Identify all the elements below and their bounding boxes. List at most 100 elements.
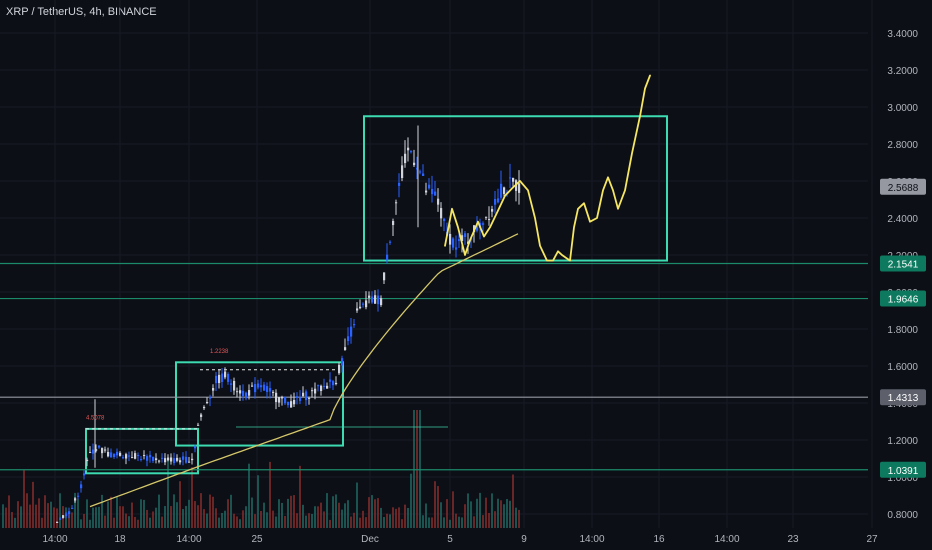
candle-body [389, 241, 392, 243]
candle-body [338, 364, 341, 374]
volume-bar [11, 512, 13, 528]
volume-bar [236, 516, 238, 528]
price-badge [880, 290, 926, 307]
x-tick-label: 14:00 [176, 534, 201, 545]
candle-body [185, 456, 188, 463]
volume-bar [137, 519, 139, 528]
volume-bar [140, 499, 142, 528]
candle-body [140, 458, 143, 460]
volume-bar [392, 507, 394, 528]
candle-body [134, 453, 137, 459]
volume-bar [437, 486, 439, 528]
candle-body [92, 449, 95, 454]
volume-bar [389, 514, 391, 528]
candle-body [245, 392, 248, 399]
candle-body [356, 308, 359, 311]
volume-bar [215, 508, 217, 528]
volume-bar [335, 494, 337, 528]
volume-bar [347, 500, 349, 528]
candle-body [491, 209, 494, 212]
volume-bar [338, 502, 340, 528]
candle-body [395, 202, 398, 204]
candle-body [410, 151, 413, 153]
candle-body [311, 390, 314, 392]
x-tick-label: 9 [521, 534, 527, 545]
volume-bar [365, 517, 367, 528]
candle-body [149, 454, 152, 458]
x-tick-label: 14:00 [42, 534, 67, 545]
volume-bar [29, 504, 31, 528]
volume-bar [17, 501, 19, 528]
candle-body [422, 173, 425, 177]
volume-bar [146, 509, 148, 528]
volume-bar [479, 492, 481, 528]
volume-bar [23, 470, 25, 528]
volume-bar [422, 515, 424, 528]
candle-body [284, 396, 287, 404]
y-tick-label: 1.6000 [887, 362, 918, 373]
volume-bar [128, 516, 130, 528]
candle-body [158, 460, 161, 462]
x-tick-label: 14:00 [714, 534, 739, 545]
volume-bar [224, 510, 226, 528]
candle-body [353, 324, 356, 326]
volume-bar [74, 492, 76, 528]
price-badge [880, 389, 926, 406]
range-box[interactable] [175, 361, 344, 447]
candle-body [323, 385, 326, 387]
candle-body [344, 347, 347, 350]
moving-average-line [89, 233, 519, 508]
candle-body [170, 457, 173, 462]
volume-bar [458, 516, 460, 528]
volume-bar [404, 504, 406, 528]
y-tick-label: 2.8000 [887, 140, 918, 151]
range-box[interactable] [363, 115, 668, 262]
volume-bar [500, 500, 502, 528]
volume-bar [368, 497, 370, 528]
volume-bar [86, 499, 88, 528]
volume-bar [428, 517, 430, 528]
forecast-path [444, 74, 651, 262]
x-tick-label: Dec [361, 534, 379, 545]
volume-bar [506, 498, 508, 528]
volume-bar [485, 497, 487, 528]
volume-bar [125, 513, 127, 528]
candle-body [368, 295, 371, 298]
volume-bar [440, 502, 442, 528]
volume-bar [173, 494, 175, 528]
volume-bar [245, 506, 247, 528]
candle-body [176, 457, 179, 461]
candle-body [386, 254, 389, 261]
volume-bar [269, 461, 271, 528]
volume-bar [182, 509, 184, 528]
candle-body [254, 384, 257, 393]
candle-body [440, 208, 443, 219]
candle-body [347, 336, 350, 342]
volume-bar [317, 506, 319, 528]
volume-bar [179, 481, 181, 528]
volume-bars [2, 410, 520, 528]
grid-lines [0, 0, 873, 528]
volume-bar [512, 474, 514, 528]
volume-bar [419, 410, 421, 528]
y-tick-label: 3.6000 [887, 0, 918, 3]
volume-bar [8, 495, 10, 528]
range-boxes [85, 115, 668, 475]
volume-bar [356, 482, 358, 528]
volume-bar [227, 499, 229, 528]
chart-title: XRP / TetherUS, 4h, BINANCE [6, 6, 157, 18]
candle-body [482, 223, 485, 225]
volume-bar [2, 504, 4, 528]
candle-body [329, 379, 332, 382]
volume-bar [221, 512, 223, 528]
candle-body [74, 498, 77, 501]
candle-body [56, 521, 59, 523]
volume-bar [449, 519, 451, 528]
volume-bar [203, 509, 205, 528]
price-badge [880, 255, 926, 272]
volume-bar [425, 503, 427, 528]
volume-bar [281, 502, 283, 528]
volume-bar [350, 516, 352, 528]
price-badge [880, 178, 926, 195]
